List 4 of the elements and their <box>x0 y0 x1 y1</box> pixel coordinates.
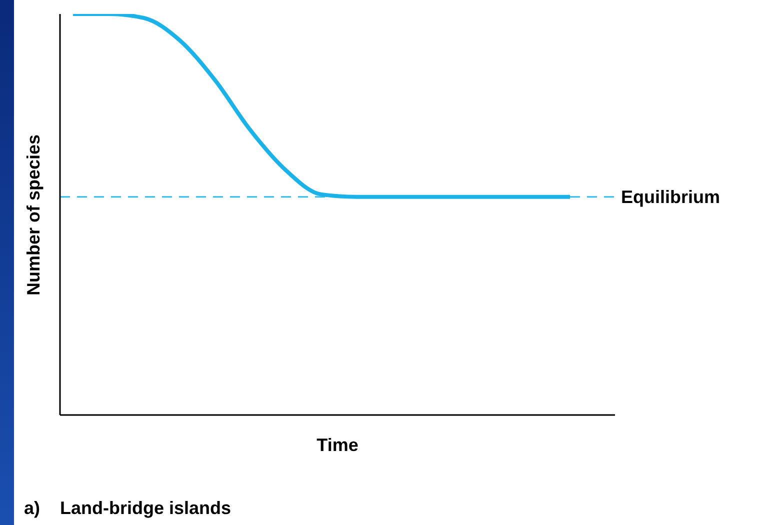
ref-line-label: Equilibrium <box>621 187 720 208</box>
text: a) Land-bridge islands <box>24 498 232 519</box>
x-axis-title: Time <box>316 435 360 456</box>
y-axis-title: Number of species <box>24 134 44 296</box>
